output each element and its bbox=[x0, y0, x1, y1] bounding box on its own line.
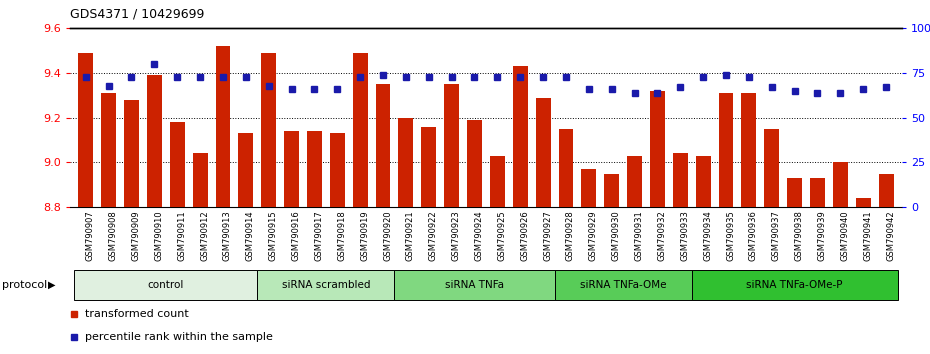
Bar bbox=[352, 53, 367, 207]
Text: GSM790935: GSM790935 bbox=[726, 210, 735, 261]
Bar bbox=[285, 131, 299, 207]
Text: GSM790912: GSM790912 bbox=[200, 210, 209, 261]
Text: GSM790910: GSM790910 bbox=[154, 210, 164, 261]
Text: GSM790913: GSM790913 bbox=[223, 210, 232, 261]
Text: GSM790925: GSM790925 bbox=[498, 210, 506, 261]
Text: siRNA TNFa-OMe-P: siRNA TNFa-OMe-P bbox=[747, 280, 843, 290]
Bar bbox=[490, 156, 505, 207]
Text: GSM790938: GSM790938 bbox=[794, 210, 804, 261]
Text: GSM790931: GSM790931 bbox=[634, 210, 644, 261]
Text: control: control bbox=[148, 280, 184, 290]
Bar bbox=[238, 133, 253, 207]
Text: siRNA TNFa: siRNA TNFa bbox=[445, 280, 504, 290]
Bar bbox=[101, 93, 116, 207]
Text: transformed count: transformed count bbox=[85, 309, 189, 319]
Text: GSM790907: GSM790907 bbox=[86, 210, 95, 261]
Text: percentile rank within the sample: percentile rank within the sample bbox=[85, 332, 272, 342]
Text: GSM790914: GSM790914 bbox=[246, 210, 255, 261]
Bar bbox=[193, 153, 207, 207]
Bar bbox=[787, 178, 802, 207]
Bar bbox=[833, 162, 848, 207]
Bar bbox=[879, 173, 894, 207]
Text: GSM790918: GSM790918 bbox=[338, 210, 346, 261]
FancyBboxPatch shape bbox=[258, 270, 394, 300]
Bar bbox=[261, 53, 276, 207]
Text: GSM790941: GSM790941 bbox=[863, 210, 872, 261]
Bar bbox=[124, 100, 139, 207]
Text: GSM790933: GSM790933 bbox=[680, 210, 689, 261]
Bar bbox=[147, 75, 162, 207]
FancyBboxPatch shape bbox=[74, 270, 258, 300]
Text: GSM790936: GSM790936 bbox=[749, 210, 758, 261]
Text: GSM790919: GSM790919 bbox=[360, 210, 369, 261]
Text: protocol: protocol bbox=[2, 280, 47, 290]
Text: siRNA TNFa-OMe: siRNA TNFa-OMe bbox=[580, 280, 667, 290]
Text: GSM790939: GSM790939 bbox=[817, 210, 827, 261]
Text: GSM790924: GSM790924 bbox=[474, 210, 484, 261]
Bar bbox=[673, 153, 687, 207]
Bar bbox=[719, 93, 734, 207]
Bar bbox=[512, 66, 527, 207]
Text: GSM790923: GSM790923 bbox=[452, 210, 460, 261]
Text: ▶: ▶ bbox=[48, 280, 56, 290]
Bar bbox=[650, 91, 665, 207]
Bar bbox=[559, 129, 574, 207]
Bar bbox=[696, 156, 711, 207]
Text: GSM790928: GSM790928 bbox=[566, 210, 575, 261]
Bar bbox=[810, 178, 825, 207]
Text: GSM790930: GSM790930 bbox=[612, 210, 620, 261]
Bar bbox=[376, 84, 391, 207]
Bar bbox=[445, 84, 459, 207]
FancyBboxPatch shape bbox=[692, 270, 897, 300]
Bar bbox=[307, 131, 322, 207]
Bar bbox=[536, 98, 551, 207]
Text: GDS4371 / 10429699: GDS4371 / 10429699 bbox=[70, 7, 204, 20]
Text: GSM790908: GSM790908 bbox=[109, 210, 117, 261]
Bar bbox=[856, 198, 870, 207]
Bar bbox=[764, 129, 779, 207]
Text: GSM790920: GSM790920 bbox=[383, 210, 392, 261]
Bar bbox=[581, 169, 596, 207]
Text: GSM790934: GSM790934 bbox=[703, 210, 712, 261]
Bar bbox=[627, 156, 642, 207]
Text: GSM790922: GSM790922 bbox=[429, 210, 438, 261]
Text: GSM790916: GSM790916 bbox=[292, 210, 300, 261]
Bar bbox=[467, 120, 482, 207]
Bar bbox=[216, 46, 231, 207]
Bar bbox=[421, 127, 436, 207]
Text: GSM790932: GSM790932 bbox=[658, 210, 667, 261]
Bar bbox=[604, 173, 619, 207]
Bar bbox=[330, 133, 345, 207]
Text: GSM790929: GSM790929 bbox=[589, 210, 598, 261]
Text: GSM790915: GSM790915 bbox=[269, 210, 278, 261]
Bar bbox=[398, 118, 413, 207]
Bar bbox=[170, 122, 185, 207]
Text: GSM790937: GSM790937 bbox=[772, 210, 781, 261]
FancyBboxPatch shape bbox=[554, 270, 692, 300]
FancyBboxPatch shape bbox=[394, 270, 554, 300]
Text: siRNA scrambled: siRNA scrambled bbox=[282, 280, 370, 290]
Text: GSM790911: GSM790911 bbox=[178, 210, 186, 261]
Text: GSM790942: GSM790942 bbox=[886, 210, 895, 261]
Text: GSM790927: GSM790927 bbox=[543, 210, 552, 261]
Text: GSM790926: GSM790926 bbox=[520, 210, 529, 261]
Text: GSM790909: GSM790909 bbox=[131, 210, 140, 261]
Bar bbox=[741, 93, 756, 207]
Text: GSM790917: GSM790917 bbox=[314, 210, 324, 261]
Text: GSM790940: GSM790940 bbox=[841, 210, 849, 261]
Bar bbox=[78, 53, 93, 207]
Text: GSM790921: GSM790921 bbox=[405, 210, 415, 261]
